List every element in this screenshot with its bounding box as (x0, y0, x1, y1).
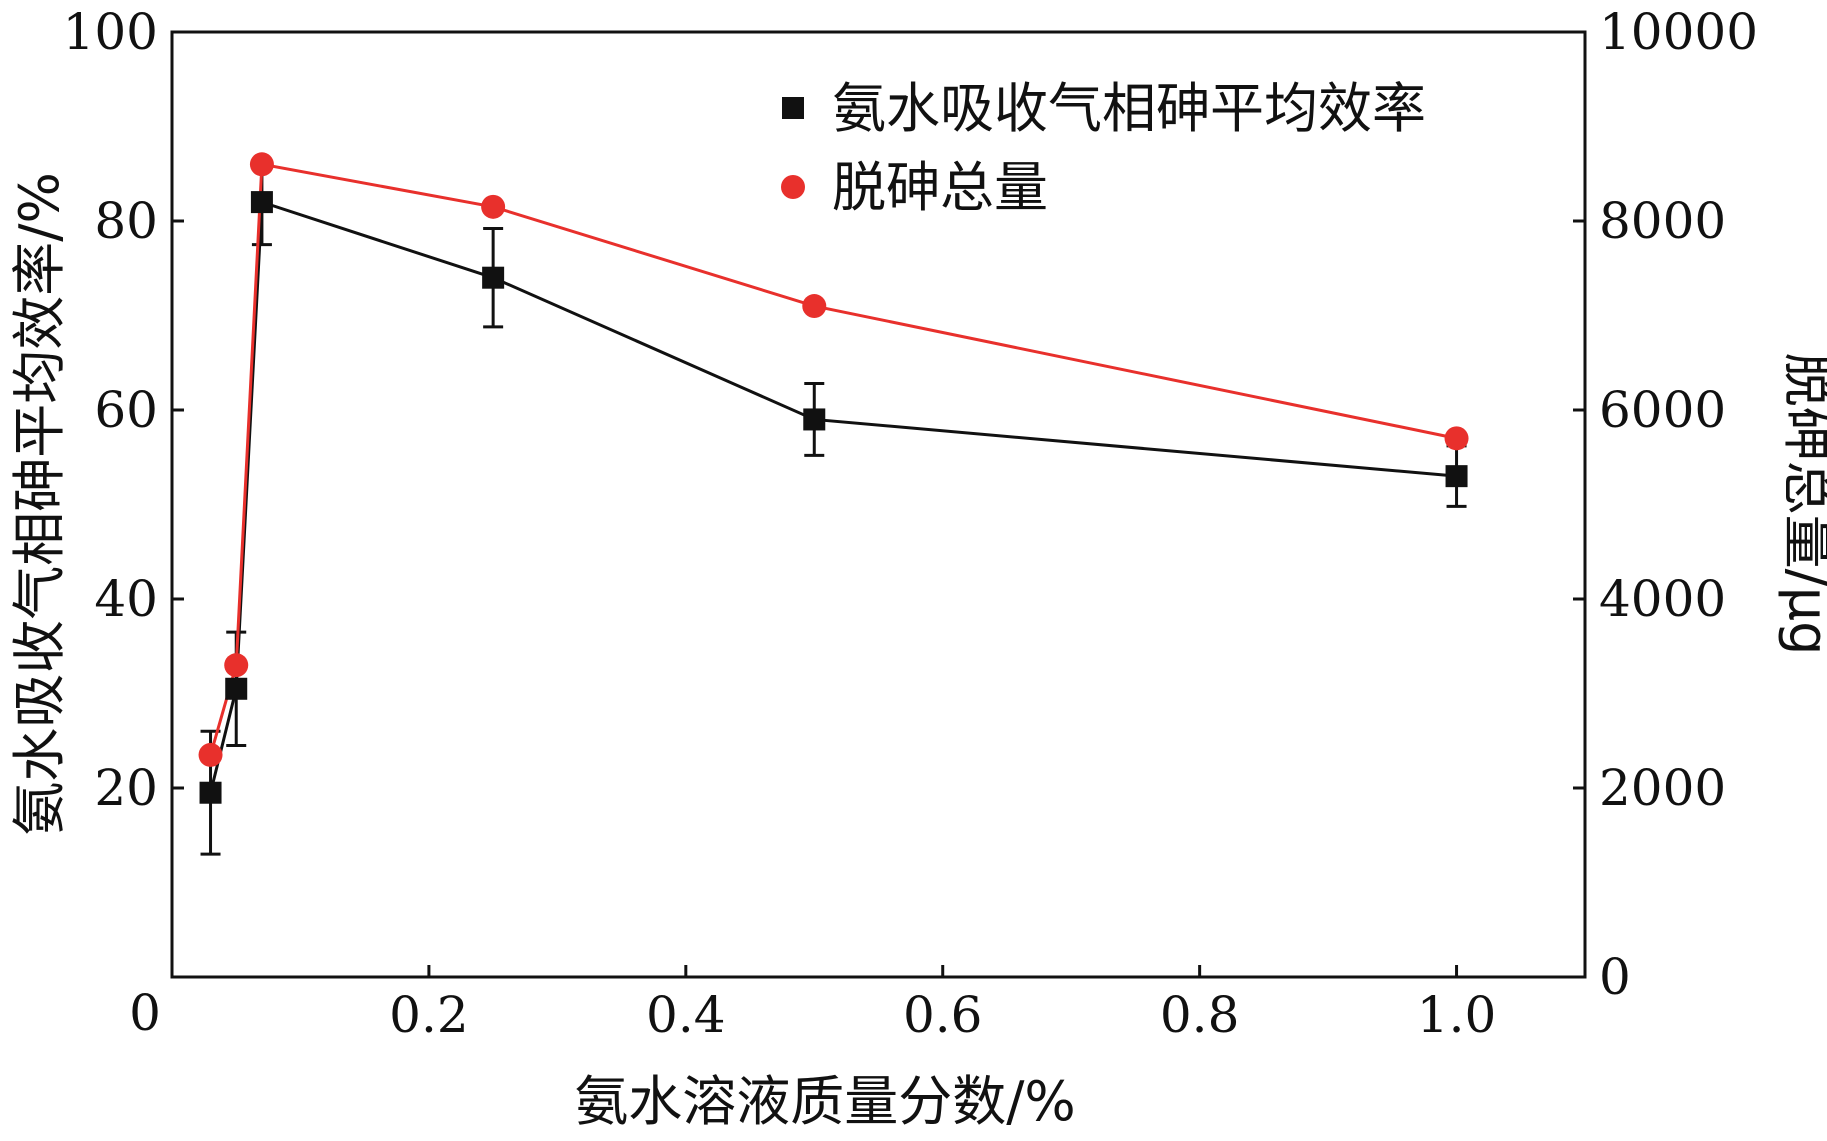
legend-marker-efficiency (782, 97, 804, 119)
total-point (249, 152, 274, 177)
y-right-tick-label: 8000 (1599, 192, 1726, 250)
legend-label-efficiency: 氨水吸收气相砷平均效率 (832, 77, 1426, 140)
plot-frame (170, 30, 1587, 979)
x-tick-label: 0.4 (646, 986, 726, 1044)
y-right-axis-ticks: 0 2000 4000 6000 8000 10000 (1573, 3, 1758, 1006)
y-right-tick-label: 4000 (1599, 570, 1726, 628)
total-point (802, 294, 827, 319)
x-axis-ticks: 0.2 0.4 0.6 0.8 1.0 (389, 965, 1496, 1044)
y-left-tick-label: 20 (94, 759, 158, 817)
efficiency-point (225, 677, 248, 700)
x-tick-label: 1.0 (1417, 986, 1497, 1044)
legend-marker-total (781, 175, 805, 199)
efficiency-point (250, 191, 273, 214)
efficiency-point (803, 408, 826, 431)
efficiency-point (482, 266, 505, 289)
y-left-axis-label: 氨水吸收气相砷平均效率/% (8, 172, 71, 836)
y-right-tick-label: 2000 (1599, 759, 1726, 817)
x-axis-label: 氨水溶液质量分数/% (574, 1070, 1076, 1133)
y-left-tick-label: 60 (94, 381, 158, 439)
legend-label-total: 脱砷总量 (832, 156, 1048, 219)
x-tick-label: 0.8 (1160, 986, 1240, 1044)
efficiency-point (1445, 465, 1468, 488)
y-left-tick-label: 80 (94, 192, 158, 250)
x-origin-label: 0 (129, 984, 161, 1042)
legend: 氨水吸收气相砷平均效率 脱砷总量 (781, 77, 1426, 219)
total-point (224, 653, 249, 678)
y-right-tick-label: 10000 (1599, 3, 1758, 61)
total-point (481, 194, 506, 219)
y-left-tick-label: 40 (94, 570, 158, 628)
series-layer (198, 152, 1469, 856)
efficiency-point (199, 781, 222, 804)
y-right-tick-label: 6000 (1599, 381, 1726, 439)
y-right-axis-label: 脱砷总量/μg (1777, 353, 1827, 656)
y-left-axis-ticks: 20 40 60 80 100 (63, 3, 184, 817)
series-efficiency-line (209, 200, 1457, 794)
x-tick-label: 0.2 (389, 986, 469, 1044)
total-point (1444, 426, 1469, 451)
y-right-tick-label: 0 (1599, 948, 1631, 1006)
y-left-tick-label: 100 (63, 3, 158, 61)
x-tick-label: 0.6 (903, 986, 983, 1044)
total-point (198, 742, 223, 767)
